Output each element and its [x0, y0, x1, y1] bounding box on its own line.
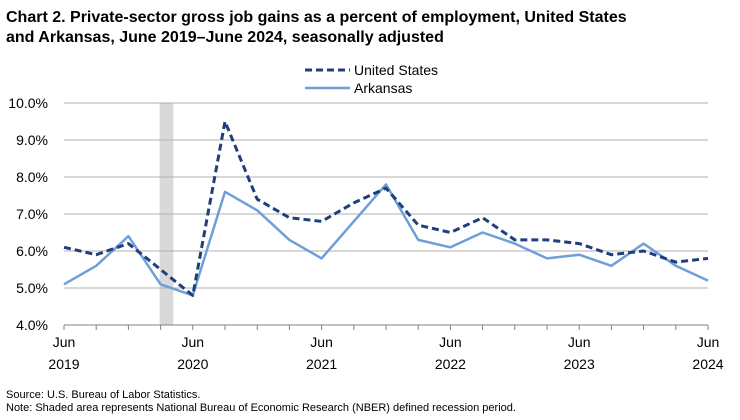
y-tick-label: 5.0% — [16, 280, 48, 296]
shading-note: Note: Shaded area represents National Bu… — [6, 402, 516, 414]
x-tick-label-year: 2020 — [177, 356, 208, 372]
y-tick-label: 9.0% — [16, 132, 48, 148]
x-tick-label-year: 2019 — [48, 356, 79, 372]
y-tick-label: 10.0% — [8, 95, 48, 111]
legend-label: Arkansas — [354, 80, 412, 96]
series-line-united-states — [63, 120, 709, 297]
y-tick-label: 6.0% — [16, 243, 48, 259]
x-tick-label-year: 2024 — [692, 356, 723, 372]
chart-title-line-1: Chart 2. Private-sector gross job gains … — [6, 9, 627, 26]
x-tick-label-year: 2023 — [564, 356, 595, 372]
x-tick-label-month: Jun — [182, 334, 205, 350]
y-tick-label: 8.0% — [16, 169, 48, 185]
chart-title-line-2: and Arkansas, June 2019–June 2024, seaso… — [6, 29, 444, 46]
source-note: Source: U.S. Bureau of Labor Statistics. — [6, 389, 201, 401]
y-tick-label: 4.0% — [16, 317, 48, 333]
x-tick-label-month: Jun — [310, 334, 333, 350]
chart-title: Chart 2. Private-sector gross job gains … — [6, 8, 734, 48]
y-tick-label: 7.0% — [16, 206, 48, 222]
x-tick-label-month: Jun — [568, 334, 591, 350]
legend-label: United States — [354, 62, 438, 78]
series-line-arkansas — [63, 183, 709, 297]
x-tick-label-year: 2021 — [306, 356, 337, 372]
x-tick-label-month: Jun — [53, 334, 76, 350]
x-tick-label-month: Jun — [697, 334, 720, 350]
x-tick-label-month: Jun — [439, 334, 462, 350]
x-tick-label-year: 2022 — [435, 356, 466, 372]
